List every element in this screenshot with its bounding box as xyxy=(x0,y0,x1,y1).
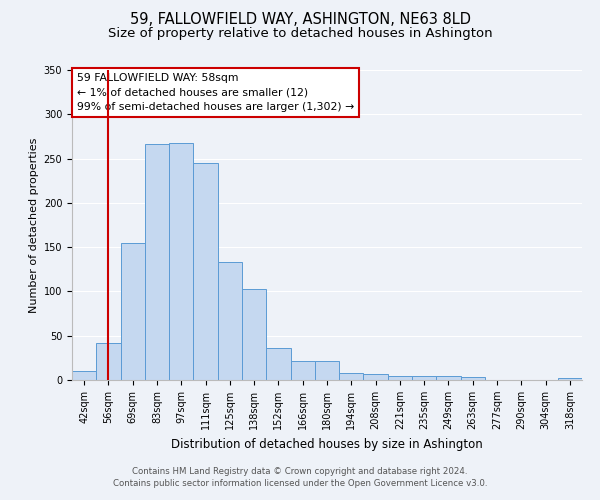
Bar xyxy=(290,362,315,380)
Text: Size of property relative to detached houses in Ashington: Size of property relative to detached ho… xyxy=(107,28,493,40)
Text: Contains HM Land Registry data © Crown copyright and database right 2024.: Contains HM Land Registry data © Crown c… xyxy=(132,467,468,476)
Bar xyxy=(412,376,436,380)
Bar xyxy=(72,371,96,380)
Y-axis label: Number of detached properties: Number of detached properties xyxy=(29,138,40,312)
Bar xyxy=(169,142,193,380)
Bar xyxy=(242,289,266,380)
Bar xyxy=(436,376,461,380)
Bar xyxy=(388,376,412,380)
Bar xyxy=(461,378,485,380)
Bar xyxy=(558,378,582,380)
Bar xyxy=(364,374,388,380)
Bar xyxy=(266,348,290,380)
Bar xyxy=(121,242,145,380)
Bar xyxy=(218,262,242,380)
Bar xyxy=(193,163,218,380)
Text: Contains public sector information licensed under the Open Government Licence v3: Contains public sector information licen… xyxy=(113,478,487,488)
Text: 59 FALLOWFIELD WAY: 58sqm
← 1% of detached houses are smaller (12)
99% of semi-d: 59 FALLOWFIELD WAY: 58sqm ← 1% of detach… xyxy=(77,73,355,112)
Bar xyxy=(96,343,121,380)
Bar xyxy=(145,144,169,380)
Bar xyxy=(339,373,364,380)
Text: 59, FALLOWFIELD WAY, ASHINGTON, NE63 8LD: 59, FALLOWFIELD WAY, ASHINGTON, NE63 8LD xyxy=(130,12,470,28)
X-axis label: Distribution of detached houses by size in Ashington: Distribution of detached houses by size … xyxy=(171,438,483,450)
Bar xyxy=(315,360,339,380)
